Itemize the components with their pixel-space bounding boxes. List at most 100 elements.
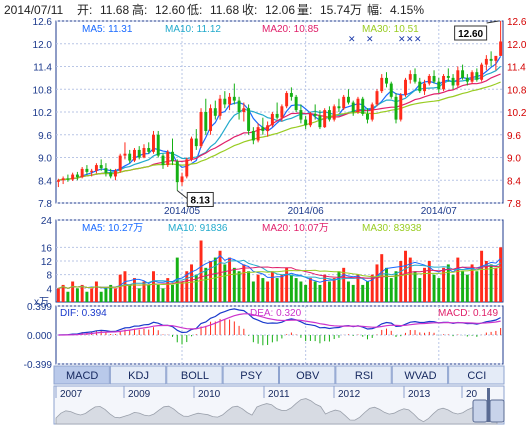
candle [313, 104, 317, 120]
tab-rsi[interactable]: RSI [335, 365, 392, 385]
volume-bar [480, 250, 484, 302]
volume-bar [356, 274, 360, 302]
volume-bar [266, 281, 270, 302]
volume-legend-item: MA30: 83938 [362, 223, 422, 234]
candle [370, 102, 374, 122]
candle [361, 96, 365, 116]
candle [408, 70, 412, 84]
timeline-selection-bar [487, 388, 490, 422]
min-label-pointer [176, 190, 188, 199]
candle [465, 74, 469, 86]
price-tick-left: 12.0 [33, 40, 53, 51]
timeline-minichart [55, 398, 498, 425]
tab-label: MACD [66, 370, 98, 382]
volume-bar [256, 274, 260, 302]
candle [185, 157, 189, 179]
candle-body [361, 98, 365, 114]
tab-psy[interactable]: PSY [222, 365, 279, 385]
candle-body [475, 72, 479, 80]
candle [494, 55, 498, 71]
header-low-label: 低: [187, 3, 202, 17]
timeline-year: 2013 [408, 389, 431, 400]
candle-body [109, 172, 113, 177]
tab-background [279, 365, 336, 385]
candle-body [332, 106, 336, 120]
macd-legend-item: DEA: 0.320 [250, 308, 302, 319]
candle-body [280, 106, 284, 118]
candle [99, 159, 103, 171]
candle-body [399, 94, 403, 120]
candle-body [104, 168, 108, 173]
candle-body [484, 58, 488, 65]
candle [175, 159, 179, 191]
price-tick-right: 11.4 [507, 63, 526, 74]
candle-body [228, 96, 232, 105]
candle-body [242, 108, 246, 112]
volume-legend-item: MA10: 91836 [168, 223, 228, 234]
volume-bar [413, 271, 417, 302]
price-x-label: 2014/07 [421, 206, 458, 217]
candle [389, 81, 393, 99]
tab-label: KDJ [128, 370, 149, 382]
tab-kdj[interactable]: KDJ [109, 365, 167, 385]
tab-cci[interactable]: CCI [448, 365, 505, 385]
volume-bar [470, 264, 474, 302]
macd-panel: x万0.399 0.000 -0.399 DIF: 0.394 DEA: 0.320 MA… [24, 297, 504, 371]
candle-body [261, 127, 265, 131]
candle-body [413, 74, 417, 82]
candle [332, 104, 336, 122]
candle [237, 96, 241, 120]
tab-boll[interactable]: BOLL [166, 365, 223, 385]
candle-body [499, 41, 503, 56]
price-legend-item: MA5: 11.31 [82, 24, 133, 35]
candle [280, 104, 284, 122]
volume-bar [204, 267, 208, 302]
candle-body [489, 58, 493, 61]
volume-bar [137, 288, 141, 302]
volume-bar [461, 271, 465, 302]
volume-bar [437, 278, 441, 302]
candle-body [480, 64, 484, 80]
tab-background [222, 365, 279, 385]
volume-bar [380, 254, 384, 302]
volume-bar [484, 261, 488, 302]
volume-bar [304, 284, 308, 302]
candle-body [204, 112, 208, 131]
header-date: 2014/07/11 [4, 3, 63, 17]
tab-label: OBV [296, 370, 320, 382]
volume-bar [85, 291, 89, 302]
volume-legend-item: MA5: 10.27万 [82, 223, 143, 234]
price-tick-left: 9.0 [38, 154, 52, 165]
volume-bar [346, 281, 350, 302]
candle [285, 91, 289, 109]
tab-macd[interactable]: MACD [53, 365, 110, 385]
candle-body [304, 119, 308, 126]
candle [128, 149, 132, 164]
candle [66, 174, 70, 182]
volume-bar [237, 271, 241, 302]
candle [427, 74, 431, 86]
candle-body [166, 151, 170, 166]
volume-bar [142, 281, 146, 302]
price-tick-left: 9.6 [38, 131, 52, 142]
timeline-navigator[interactable]: 2007 2009 2010 2011 2012 2013 20 [53, 385, 505, 425]
volume-bar [285, 267, 289, 302]
tab-wvad[interactable]: WVAD [391, 365, 449, 385]
header-change: 4.15% [390, 3, 424, 17]
candle-body [90, 170, 94, 172]
candle-body [370, 104, 374, 120]
candle [399, 93, 403, 122]
dif-line [58, 308, 501, 336]
header-volume: 15.74万 [320, 3, 362, 17]
macd-tick: 0.000 [27, 331, 52, 342]
candle [266, 121, 270, 137]
header-low: 11.68 [210, 3, 239, 17]
indicator-tabs: MACD KDJ BOLL PSY OBV RSI WVAD CCI [53, 365, 505, 385]
volume-ma10-line [58, 259, 501, 289]
candle [156, 130, 160, 158]
tab-label: PSY [240, 370, 263, 382]
price-panel: 12.6 12.6 12.0 12.0 11.4 11.4 10.8 10.8 10.2 10.2… [33, 17, 527, 217]
tab-obv[interactable]: OBV [279, 365, 336, 385]
volume-bar [427, 261, 431, 302]
